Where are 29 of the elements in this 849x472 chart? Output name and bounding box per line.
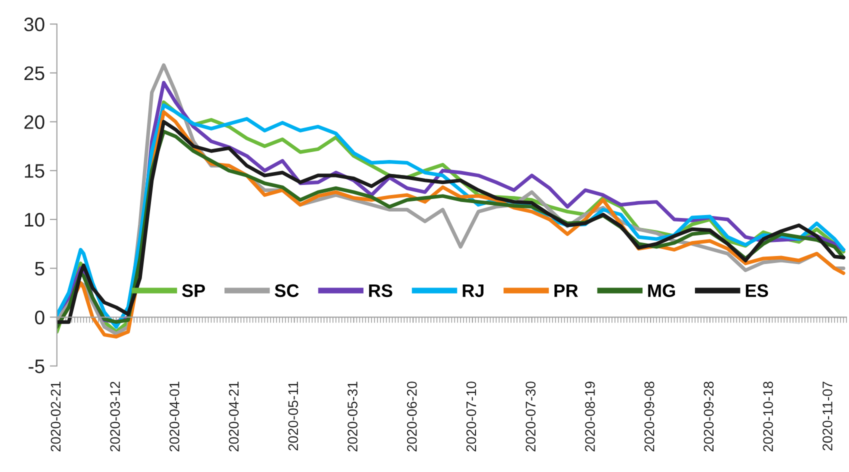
x-tick-label: 2020-04-21 (228, 382, 239, 452)
legend-label: SP (182, 284, 205, 298)
legend-label: PR (554, 284, 578, 297)
y-tick-label: 15 (24, 164, 44, 178)
x-tick-label: 2020-02-21 (50, 382, 61, 452)
x-tick-label: 2020-03-12 (110, 382, 120, 452)
y-tick-label: 0 (35, 310, 44, 324)
x-tick-label: 2020-10-18 (763, 382, 774, 452)
x-tick-label: 2020-09-08 (644, 382, 654, 452)
x-tick-label: 2020-05-11 (288, 382, 298, 450)
legend-label: RS (369, 284, 392, 298)
legend-label: SC (274, 284, 299, 298)
legend-label: RJ (462, 284, 484, 298)
x-tick-label: 2020-07-10 (466, 382, 476, 452)
x-tick-label: 2020-05-31 (348, 382, 358, 452)
y-tick-label: 20 (24, 115, 44, 129)
y-tick-label: 5 (35, 262, 44, 276)
x-tick-label: 2020-11-07 (822, 382, 832, 450)
x-tick-label: 2020-04-01 (170, 382, 180, 452)
x-tick-label: 2020-06-20 (406, 382, 417, 452)
legend-label: ES (746, 284, 768, 298)
y-tick-label: 30 (24, 18, 44, 32)
x-tick-label: 2020-07-30 (526, 382, 536, 452)
x-tick-label: 2020-09-28 (704, 382, 714, 452)
x-tick-label: 2020-08-19 (585, 382, 595, 452)
y-tick-label: 25 (24, 66, 44, 80)
y-tick-label: -5 (28, 360, 44, 374)
y-tick-label: 10 (24, 212, 44, 227)
legend-label: MG (648, 284, 675, 298)
